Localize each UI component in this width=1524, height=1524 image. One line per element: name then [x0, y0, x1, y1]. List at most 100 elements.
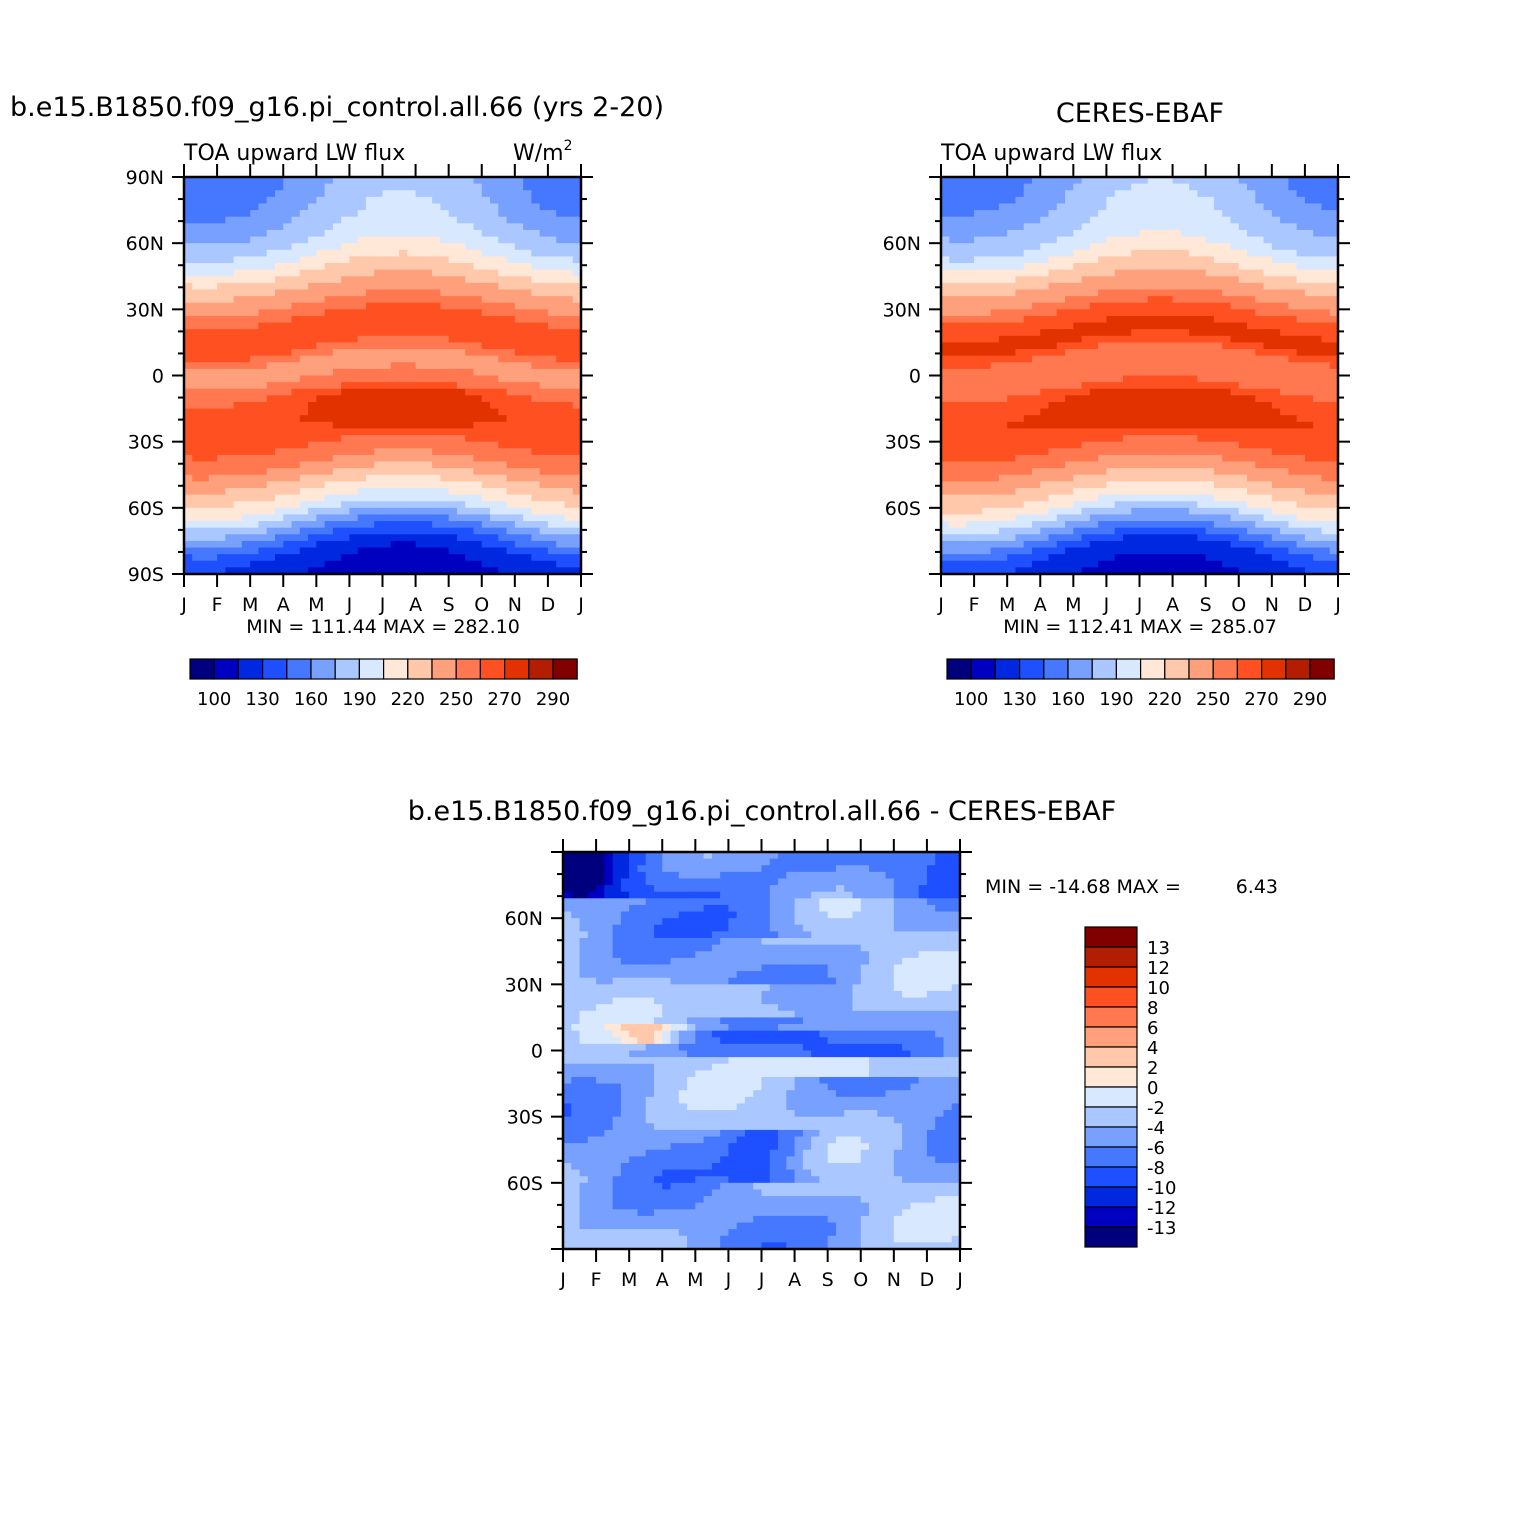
field-cell: [481, 282, 491, 291]
field-cell: [481, 256, 491, 264]
field-cell: [965, 315, 975, 324]
field-cell: [1247, 441, 1256, 449]
field-cell: [357, 309, 367, 317]
colorbar-label: 250: [439, 689, 473, 710]
field-cell: [1296, 216, 1306, 224]
field-cell: [473, 269, 483, 277]
field-cell: [233, 441, 243, 449]
field-cell: [523, 196, 532, 205]
field-cell: [399, 243, 408, 251]
field-cell: [184, 368, 193, 377]
field-cell: [1247, 329, 1256, 337]
field-cell: [208, 302, 218, 310]
field-cell: [556, 282, 566, 291]
field-cell: [1139, 355, 1149, 363]
field-cell: [407, 322, 417, 330]
field-cell: [291, 190, 301, 198]
field-cell: [192, 296, 202, 304]
field-cell: [572, 302, 582, 310]
field-cell: [258, 461, 268, 469]
field-cell: [390, 527, 400, 535]
field-cell: [291, 461, 301, 469]
field-cell: [957, 302, 967, 310]
field-cell: [490, 236, 499, 244]
field-cell: [1213, 243, 1223, 251]
field-cell: [498, 401, 508, 410]
field-cell: [432, 435, 441, 443]
field-cell: [1247, 210, 1256, 218]
field-cell: [498, 461, 508, 469]
field-cell: [423, 183, 433, 191]
field-cell: [506, 454, 516, 463]
field-cell: [1304, 210, 1314, 218]
field-cell: [506, 401, 516, 410]
field-cell: [1164, 210, 1174, 218]
field-cell: [1230, 249, 1240, 257]
field-cell: [208, 263, 218, 271]
field-cell: [1106, 362, 1116, 370]
field-cell: [184, 547, 193, 555]
field-cell: [1040, 282, 1050, 291]
field-cell: [556, 276, 566, 284]
field-cell: [1164, 203, 1174, 211]
field-cell: [1238, 216, 1248, 224]
field-cell: [1230, 335, 1240, 344]
field-cell: [1131, 276, 1141, 284]
field-cell: [200, 501, 210, 509]
field-cell: [1040, 322, 1050, 330]
field-cell: [1172, 309, 1182, 317]
field-cell: [1321, 441, 1331, 449]
field-cell: [1296, 282, 1306, 291]
field-cell: [1040, 388, 1050, 396]
field-cell: [1288, 408, 1298, 416]
field-cell: [1172, 282, 1182, 291]
field-cell: [456, 342, 466, 350]
field-cell: [266, 487, 276, 496]
field-cell: [1114, 196, 1124, 205]
field-cell: [572, 256, 582, 264]
field-cell: [208, 474, 218, 482]
field-cell: [1040, 408, 1050, 416]
field-cell: [572, 368, 582, 377]
field-cell: [941, 256, 950, 264]
field-cell: [432, 236, 441, 244]
field-cell: [949, 269, 959, 277]
field-cell: [250, 375, 260, 383]
field-cell: [974, 183, 983, 191]
field-cell: [1321, 329, 1331, 337]
field-cell: [556, 382, 566, 390]
field-cell: [407, 315, 417, 324]
field-cell: [490, 190, 499, 198]
field-cell: [208, 355, 218, 363]
field-cell: [382, 190, 392, 198]
field-cell: [283, 282, 293, 291]
field-cell: [217, 428, 226, 436]
field-cell: [258, 229, 268, 238]
field-cell: [514, 481, 524, 489]
field-cell: [1197, 203, 1207, 211]
field-cell: [308, 567, 317, 575]
field-cell: [572, 236, 582, 244]
field-cell: [184, 461, 193, 469]
field-cell: [490, 368, 499, 377]
field-cell: [357, 388, 367, 396]
field-cell: [1205, 269, 1215, 277]
field-cell: [423, 401, 433, 410]
field-cell: [1007, 276, 1017, 284]
field-cell: [957, 296, 967, 304]
field-cell: [1164, 329, 1174, 337]
field-cell: [382, 309, 392, 317]
field-cell: [1139, 229, 1149, 238]
field-cell: [990, 448, 1000, 456]
field-cell: [965, 309, 975, 317]
field-cell: [1205, 335, 1215, 344]
field-cell: [225, 256, 235, 264]
field-cell: [365, 249, 375, 257]
field-cell: [556, 401, 566, 410]
field-cell: [1180, 229, 1190, 238]
field-cell: [531, 540, 541, 549]
field-cell: [274, 177, 284, 185]
field-cell: [1213, 349, 1223, 357]
field-cell: [374, 236, 384, 244]
field-cell: [1263, 315, 1273, 324]
